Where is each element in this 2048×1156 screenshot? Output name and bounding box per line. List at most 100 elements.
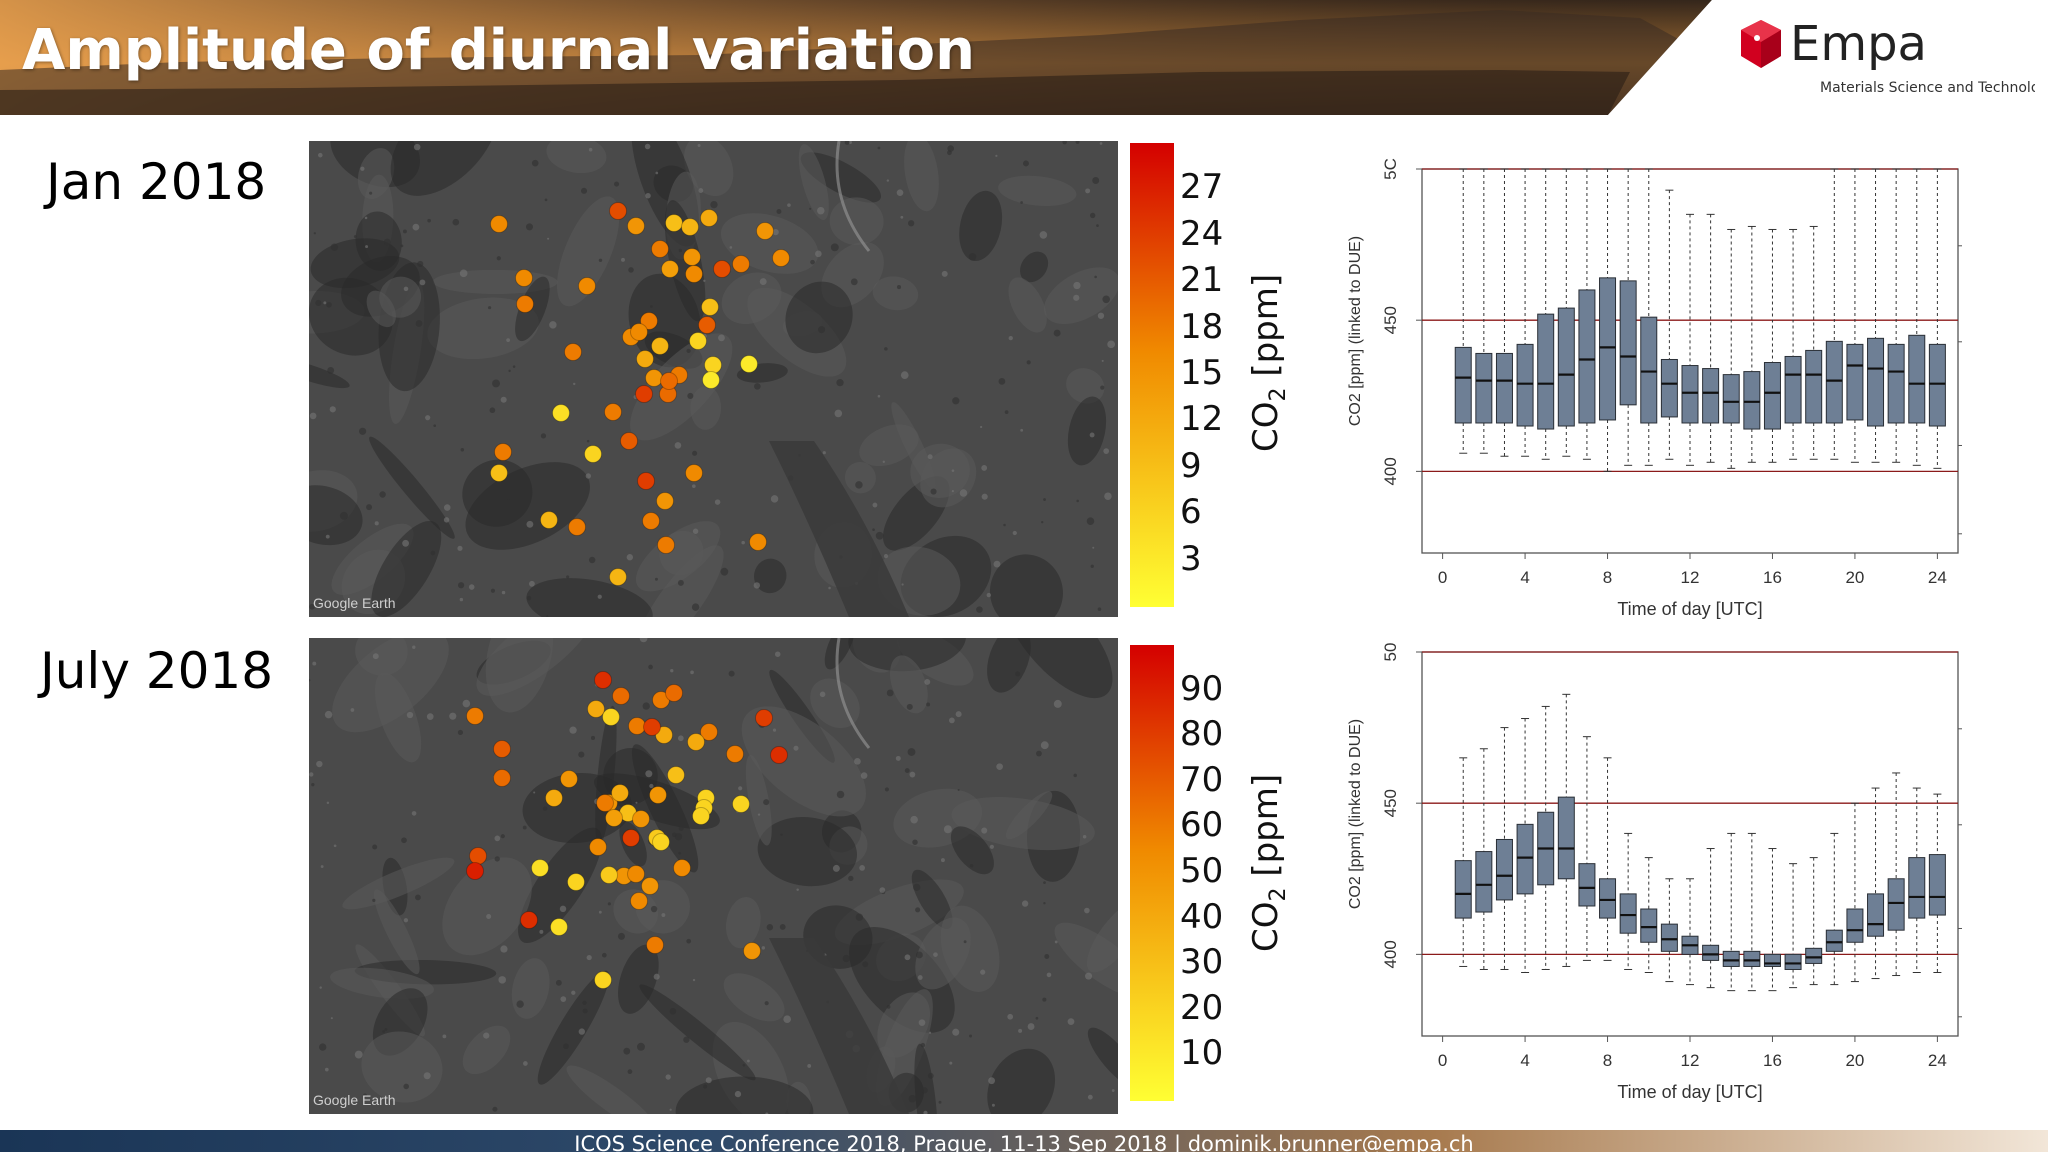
jan-colorbar-tick-8: 6 [1180,492,1202,533]
jan-station-marker-8 [661,260,679,278]
july-box-6 [1557,796,1575,880]
july-station-marker-2 [612,687,630,705]
july-station-marker-30 [692,807,710,825]
jan-box-16 [1763,362,1781,430]
july-station-marker-45 [466,862,484,880]
jan-station-marker-40 [584,445,602,463]
jan-ytick-label-2: 450 [1381,306,1400,334]
july-colorbar-tick-5: 50 [1180,851,1224,891]
july-yaxis-label: CO2 [ppm] (linked to DUE) [1347,719,1364,909]
july-ytick-label-3: 50 [1381,643,1400,662]
july-xtick-label-2: 4 [1520,1051,1529,1070]
jan-station-marker-17 [578,277,596,295]
colorbar-july-label: CO2 [ppm] [1246,773,1291,952]
july-station-marker-7 [628,717,646,735]
july-station-marker-42 [641,877,659,895]
jan-box-15 [1743,371,1761,430]
july-station-marker-37 [627,865,645,883]
july-box-7 [1578,863,1596,907]
jan-station-marker-33 [702,371,720,389]
satellite-map-jan: Google Earth [309,141,1118,617]
jan-box-19 [1825,340,1843,424]
july-station-marker-15 [560,770,578,788]
jan-station-marker-15 [515,269,533,287]
footer-band [0,1130,2048,1152]
panel-label-july: July 2018 [40,642,274,700]
jan-xtick-label-1: 0 [1438,568,1447,587]
jan-station-marker-39 [490,464,508,482]
jan-xtick-label-7: 24 [1928,568,1947,587]
map-credit: Google Earth [313,1092,396,1108]
jan-station-marker-5 [700,209,718,227]
july-station-marker-47 [550,918,568,936]
jan-xaxis-label: Time of day [UTC] [1617,599,1762,619]
jan-station-marker-27 [635,385,653,403]
july-station-marker-38 [673,859,691,877]
jan-station-marker-4 [651,240,669,258]
july-box-22 [1887,878,1905,931]
july-station-marker-24 [667,766,685,784]
jan-station-marker-12 [772,249,790,267]
jan-colorbar-tick-3: 21 [1180,260,1224,301]
jan-station-marker-48 [749,533,767,551]
jan-box-5 [1537,313,1555,430]
jan-station-marker-18 [564,343,582,361]
colorbar-july [1130,645,1174,1101]
boxplot-jan: 0 4 8 12 16 20 24 400 450 5C Time of day [UTC] CO2 … [1347,158,1962,619]
july-station-marker-10 [700,723,718,741]
jan-station-marker-47 [657,536,675,554]
july-station-marker-20 [605,809,623,827]
july-box-8 [1599,878,1617,919]
jan-box-6 [1557,307,1575,427]
july-colorbar-tick-3: 70 [1180,759,1224,800]
map-station-markers [466,671,788,989]
july-ytick-label-1: 400 [1381,940,1400,968]
july-station-marker-43 [630,892,648,910]
july-colorbar-tick-6: 40 [1180,896,1224,937]
jan-colorbar-tick-4: 18 [1180,306,1224,347]
jan-xtick-label-6: 20 [1845,568,1864,587]
jan-station-marker-32 [704,356,722,374]
jan-station-marker-10 [713,260,731,278]
jan-station-marker-16 [516,295,534,313]
july-station-marker-9 [643,718,661,736]
july-xaxis-label: Time of day [UTC] [1617,1082,1762,1102]
jan-station-marker-7 [683,248,701,266]
july-box-14 [1722,950,1740,967]
july-station-marker-12 [466,707,484,725]
july-station-marker-40 [567,873,585,891]
header-banner [0,0,2048,115]
jan-station-marker-24 [645,369,663,387]
jan-box-11 [1660,358,1678,418]
colorbar-jan-label: CO2 [ppm] [1246,273,1291,452]
july-xtick-label-4: 12 [1681,1051,1700,1070]
jan-station-marker-38 [494,443,512,461]
jan-box-1 [1454,346,1472,424]
july-box-9 [1619,893,1637,934]
july-colorbar-tick-7: 30 [1180,942,1224,983]
july-station-marker-6 [602,708,620,726]
july-colorbar-tick-9: 10 [1180,1033,1224,1074]
july-station-marker-23 [649,786,667,804]
july-station-marker-49 [743,942,761,960]
jan-colorbar-tick-5: 15 [1180,353,1224,393]
jan-box-17 [1784,355,1802,424]
jan-box-3 [1495,352,1513,424]
jan-station-marker-36 [620,432,638,450]
jan-station-marker-22 [651,337,669,355]
jan-station-marker-42 [656,492,674,510]
jan-station-marker-9 [685,265,703,283]
jan-station-marker-37 [552,404,570,422]
july-colorbar-tick-8: 20 [1180,987,1224,1028]
jan-station-marker-1 [609,202,627,220]
july-xtick-label-7: 24 [1928,1051,1947,1070]
jan-station-marker-28 [660,372,678,390]
footer-text: ICOS Science Conference 2018, Prague, 11… [574,1132,1474,1156]
jan-box-8 [1599,277,1617,421]
map-terrain [309,638,1118,1114]
july-box-24 [1928,854,1946,916]
jan-station-marker-29 [701,298,719,316]
jan-box-2 [1475,352,1493,424]
jan-box-22 [1887,343,1905,424]
jan-ytick-label-1: 400 [1381,457,1400,485]
